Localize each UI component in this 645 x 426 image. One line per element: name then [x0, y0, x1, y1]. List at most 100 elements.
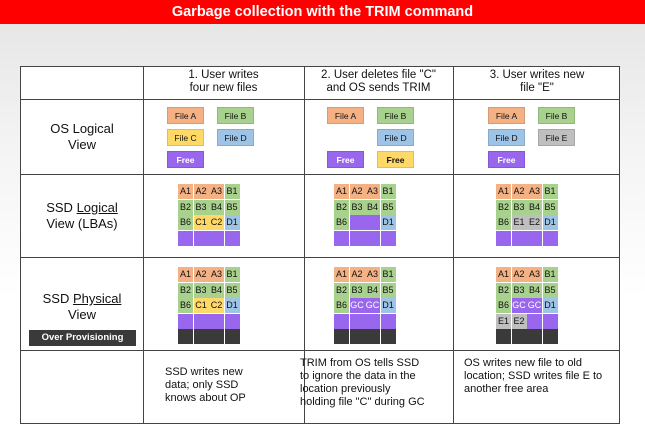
- ssd_logical-block: B2: [496, 199, 511, 215]
- ssd_logical-block: B4: [365, 199, 380, 215]
- os-file-chip: Free: [167, 151, 204, 168]
- ssd_logical-block: E2: [527, 215, 542, 230]
- ssd_logical-block: [178, 230, 193, 246]
- ssd_physical-block: B2: [178, 282, 193, 298]
- row-divider: [21, 350, 619, 351]
- row-divider: [21, 174, 619, 175]
- os-file-chip: Free: [488, 151, 525, 168]
- ssd_physical-block: GC: [511, 298, 527, 313]
- ssd_physical-block: [193, 313, 209, 329]
- ssd_physical-block: C1: [193, 298, 209, 313]
- note-step-3: OS writes new file to old location; SSD …: [464, 357, 603, 395]
- column-divider: [143, 67, 144, 423]
- os-file-chip: File A: [488, 107, 525, 124]
- ssd_logical-block: E1: [511, 215, 527, 230]
- os-file-chip: File B: [377, 107, 414, 124]
- ssd_logical-block: B2: [178, 199, 193, 215]
- ssd_physical-block: [193, 329, 209, 344]
- ssd_physical-block: B6: [334, 298, 349, 313]
- ssd_physical-block: [334, 313, 349, 329]
- note-step-1: SSD writes new data; only SSD knows abou…: [165, 366, 246, 404]
- column-header-step-1: 1. User writes four new files: [188, 69, 259, 94]
- ssd_logical-block: B5: [380, 199, 396, 215]
- ssd_logical-block: D1: [380, 215, 396, 230]
- ssd_physical-block: A1: [334, 267, 349, 282]
- ssd_physical-block: [224, 329, 240, 344]
- os-file-chip: Free: [377, 151, 414, 168]
- row-label-os-logical: OS Logical View: [50, 121, 114, 152]
- ssd_physical-block: B6: [178, 298, 193, 313]
- ssd_logical-block: A1: [496, 184, 511, 199]
- column-divider: [304, 67, 305, 423]
- ssd_logical-block: B5: [224, 199, 240, 215]
- row-divider: [21, 99, 619, 100]
- ssd_logical-block: [542, 230, 558, 246]
- os-file-chip: File D: [217, 129, 254, 146]
- ssd_physical-block: B5: [380, 282, 396, 298]
- ssd_logical-block: A2: [511, 184, 527, 199]
- ssd_physical-block: [380, 329, 396, 344]
- ssd_physical-block: B4: [365, 282, 380, 298]
- column-divider: [453, 67, 454, 423]
- ssd_physical-block: B3: [193, 282, 209, 298]
- row-label-ssd-logical: SSD Logical View (LBAs): [46, 200, 118, 231]
- ssd_logical-block: B3: [511, 199, 527, 215]
- ssd_physical-block: B1: [542, 267, 558, 282]
- ssd_physical-block: B2: [334, 282, 349, 298]
- ssd_logical-block: B6: [334, 215, 349, 230]
- ssd_logical-block: A3: [209, 184, 224, 199]
- ssd_physical-block: [178, 313, 193, 329]
- ssd_physical-block: B1: [224, 267, 240, 282]
- ssd_physical-block: C2: [209, 298, 224, 313]
- ssd_logical-block: B3: [193, 199, 209, 215]
- ssd_logical-block: A2: [349, 184, 365, 199]
- column-header-step-2: 2. User deletes file "C" and OS sends TR…: [321, 69, 436, 94]
- ssd_logical-block: [496, 230, 511, 246]
- ssd_logical-block: A1: [178, 184, 193, 199]
- ssd_physical-block: [178, 329, 193, 344]
- ssd_logical-block: B2: [334, 199, 349, 215]
- ssd_logical-block: A1: [334, 184, 349, 199]
- ssd_physical-block: A1: [178, 267, 193, 282]
- ssd_physical-block: A3: [209, 267, 224, 282]
- ssd_physical-block: [496, 329, 511, 344]
- ssd_physical-block: A3: [365, 267, 380, 282]
- ssd_physical-block: [542, 329, 558, 344]
- ssd_logical-block: B6: [178, 215, 193, 230]
- os-file-chip: File B: [217, 107, 254, 124]
- ssd_physical-block: A1: [496, 267, 511, 282]
- ssd_logical-block: B4: [527, 199, 542, 215]
- ssd_physical-block: B5: [224, 282, 240, 298]
- ssd_logical-block: D1: [224, 215, 240, 230]
- os-file-chip: File A: [167, 107, 204, 124]
- note-step-2: TRIM from OS tells SSD to ignore the dat…: [300, 357, 425, 408]
- ssd_logical-block: A3: [527, 184, 542, 199]
- ssd_physical-block: GC: [527, 298, 542, 313]
- row-divider: [21, 257, 619, 258]
- ssd_logical-block: B1: [542, 184, 558, 199]
- over-provisioning-badge: Over Provisioning: [29, 330, 136, 346]
- ssd_logical-block: [365, 230, 380, 246]
- ssd_physical-block: A2: [511, 267, 527, 282]
- ssd_logical-block: [224, 230, 240, 246]
- os-file-chip: File E: [538, 129, 575, 146]
- ssd_physical-block: [365, 313, 380, 329]
- ssd_logical-block: [193, 230, 209, 246]
- trim-diagram-table: 1. User writes four new files 2. User de…: [20, 66, 620, 424]
- os-file-chip: File B: [538, 107, 575, 124]
- ssd_physical-block: [380, 313, 396, 329]
- ssd_physical-block: B4: [209, 282, 224, 298]
- ssd_logical-block: [349, 230, 365, 246]
- os-file-chip: File C: [167, 129, 204, 146]
- ssd_physical-block: E1: [496, 313, 511, 329]
- ssd_physical-block: B5: [542, 282, 558, 298]
- ssd_logical-block: [349, 215, 365, 230]
- ssd_physical-block: [542, 313, 558, 329]
- ssd_physical-block: [334, 329, 349, 344]
- ssd_physical-block: [349, 329, 365, 344]
- ssd_physical-block: [209, 313, 224, 329]
- ssd_physical-block: B2: [496, 282, 511, 298]
- ssd_physical-block: [209, 329, 224, 344]
- ssd_logical-block: [511, 230, 527, 246]
- ssd_logical-block: [365, 215, 380, 230]
